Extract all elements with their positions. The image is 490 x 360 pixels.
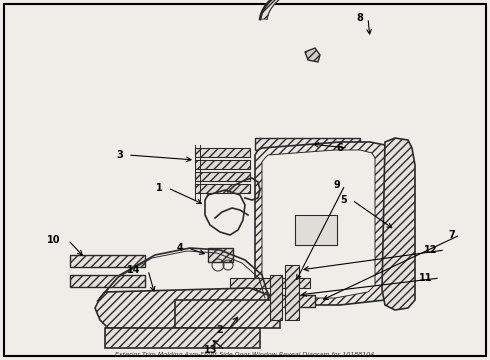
- Text: 14: 14: [126, 265, 140, 275]
- Text: Exterior Trim Molding Asm-Front Side Door Window Reveal Diagram for 10188104: Exterior Trim Molding Asm-Front Side Doo…: [115, 352, 375, 357]
- Text: 4: 4: [176, 243, 183, 253]
- Polygon shape: [260, 0, 341, 19]
- Bar: [270, 275, 282, 320]
- Bar: [285, 265, 299, 320]
- Bar: [195, 160, 250, 169]
- Text: 1: 1: [156, 183, 163, 193]
- Text: 12: 12: [423, 245, 437, 255]
- Text: 5: 5: [340, 195, 347, 205]
- Bar: [70, 275, 145, 287]
- Bar: [105, 328, 260, 348]
- Bar: [255, 138, 360, 150]
- Polygon shape: [305, 48, 320, 62]
- Bar: [70, 255, 145, 267]
- Polygon shape: [255, 142, 392, 305]
- Bar: [208, 248, 233, 262]
- Bar: [295, 215, 337, 245]
- Bar: [195, 172, 250, 181]
- Text: 13: 13: [203, 345, 217, 355]
- Bar: [175, 300, 280, 328]
- Text: 10: 10: [47, 235, 60, 245]
- Polygon shape: [382, 138, 415, 310]
- Bar: [230, 278, 310, 288]
- Bar: [215, 295, 315, 307]
- Text: 7: 7: [448, 230, 455, 240]
- Bar: [195, 184, 250, 193]
- Bar: [195, 148, 250, 157]
- Polygon shape: [262, 150, 375, 298]
- Text: 2: 2: [216, 325, 223, 335]
- Text: 11: 11: [418, 273, 432, 283]
- Text: 6: 6: [336, 143, 343, 153]
- Polygon shape: [95, 288, 270, 330]
- Text: 9: 9: [333, 180, 340, 190]
- Text: 8: 8: [356, 13, 363, 23]
- Text: 3: 3: [116, 150, 123, 160]
